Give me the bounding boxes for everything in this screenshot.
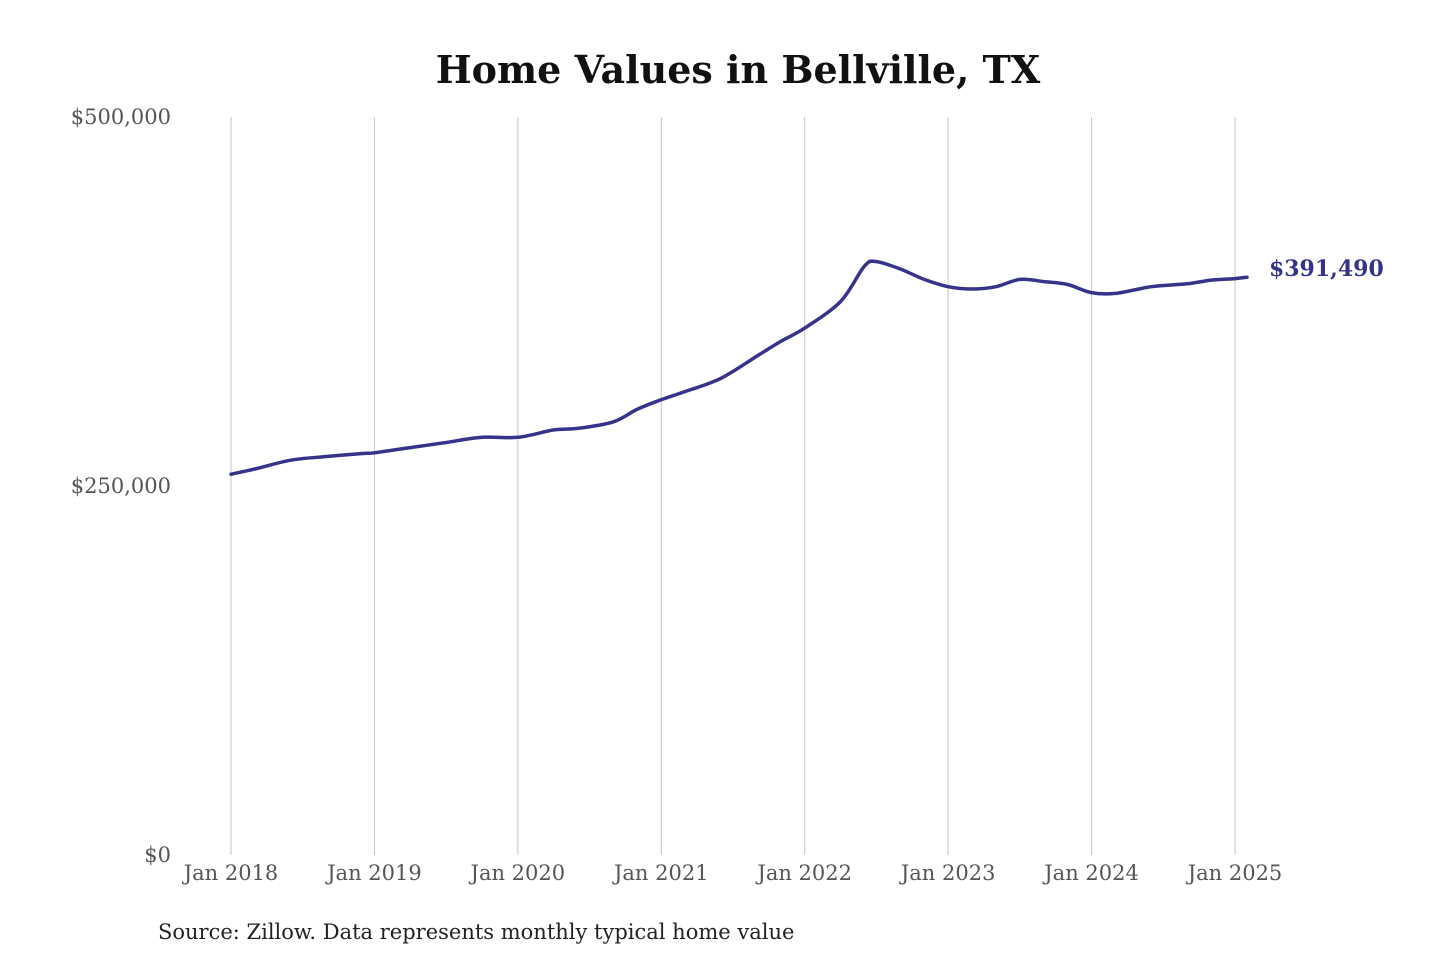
x-tick-label: Jan 2025 <box>1186 861 1283 885</box>
x-axis-ticks: Jan 2018 Jan 2019 Jan 2020 Jan 2021 Jan 2022… <box>182 861 1283 885</box>
x-tick-label: Jan 2022 <box>755 861 852 885</box>
y-tick-label: $500,000 <box>71 105 171 129</box>
y-tick-label: $0 <box>144 843 171 867</box>
home-value-line <box>229 259 1249 476</box>
x-tick-label: Jan 2019 <box>325 861 422 885</box>
x-tick-label: Jan 2018 <box>182 861 279 885</box>
x-tick-label: Jan 2020 <box>469 861 566 885</box>
y-tick-label: $250,000 <box>71 474 171 498</box>
gridlines <box>230 117 1236 855</box>
source-note: Source: Zillow. Data represents monthly … <box>158 920 794 944</box>
end-value-label: $391,490 <box>1269 256 1384 282</box>
x-tick-label: Jan 2021 <box>612 861 709 885</box>
chart-title: Home Values in Bellville, TX <box>436 47 1041 92</box>
x-tick-label: Jan 2023 <box>899 861 996 885</box>
x-tick-label: Jan 2024 <box>1042 861 1139 885</box>
y-axis-ticks: $0 $250,000 $500,000 <box>71 105 171 867</box>
